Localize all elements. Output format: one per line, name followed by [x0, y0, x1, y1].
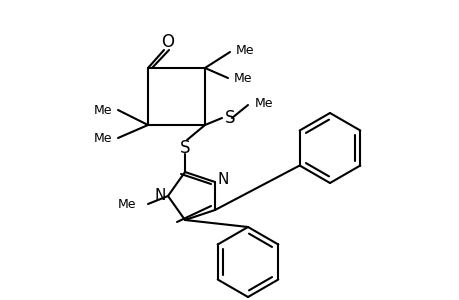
Text: Me: Me	[117, 197, 136, 211]
Text: Me: Me	[254, 97, 273, 110]
Text: Me: Me	[93, 131, 112, 145]
Text: N: N	[154, 188, 165, 203]
Text: N: N	[217, 172, 228, 188]
Text: Me: Me	[234, 71, 252, 85]
Text: Me: Me	[93, 103, 112, 116]
Text: Me: Me	[235, 44, 254, 56]
Text: S: S	[179, 139, 190, 157]
Text: S: S	[224, 109, 235, 127]
Text: O: O	[161, 33, 174, 51]
